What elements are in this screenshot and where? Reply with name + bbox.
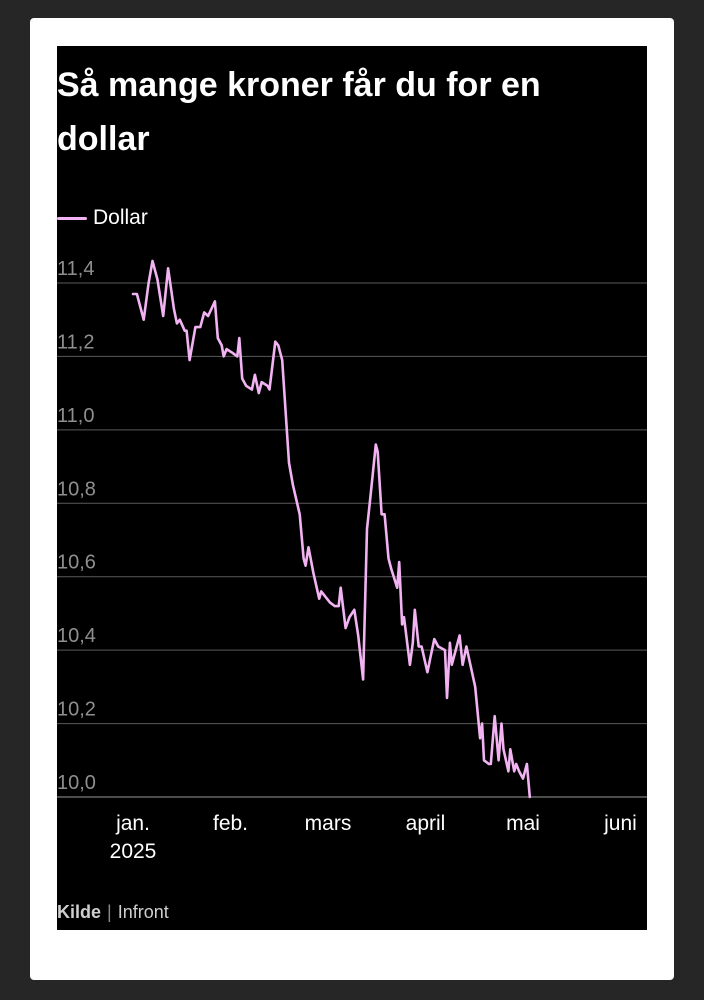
y-tick-label: 10,8 xyxy=(57,478,96,500)
y-tick-label: 11,0 xyxy=(57,405,94,427)
x-tick-label: april xyxy=(406,812,446,835)
source-value: Infront xyxy=(117,902,169,922)
x-tick-label: juni xyxy=(603,812,637,835)
y-tick-label: 11,4 xyxy=(57,258,94,280)
legend-swatch xyxy=(57,216,87,220)
x-tick-label: jan. xyxy=(115,812,150,835)
line-chart: 11,4 11,2 11,0 10,8 10,6 10,4 10,2 10,0 jan. 2025… xyxy=(57,258,647,863)
y-tick-label: 10,0 xyxy=(57,772,96,794)
y-tick-label: 10,2 xyxy=(57,699,96,721)
legend: Dollar xyxy=(57,204,148,232)
x-tick-label: mars xyxy=(305,812,352,835)
chart-title: Så mange kroner får du for en dollar xyxy=(57,66,541,158)
series-line-dollar xyxy=(131,259,532,799)
source-separator: | xyxy=(107,902,112,922)
chart-panel: Så mange kroner får du for en dollar Dol… xyxy=(57,46,647,930)
legend-label-dollar: Dollar xyxy=(93,206,148,229)
x-tick-label: feb. xyxy=(213,812,248,835)
source-label: Kilde xyxy=(57,902,102,922)
y-tick-label: 10,4 xyxy=(57,625,96,647)
x-tick-label: mai xyxy=(506,812,540,835)
x-tick-sublabel: 2025 xyxy=(110,840,157,863)
source-line: Kilde | Infront xyxy=(57,902,169,923)
y-tick-label: 10,6 xyxy=(57,552,96,574)
y-tick-label: 11,2 xyxy=(57,331,94,353)
